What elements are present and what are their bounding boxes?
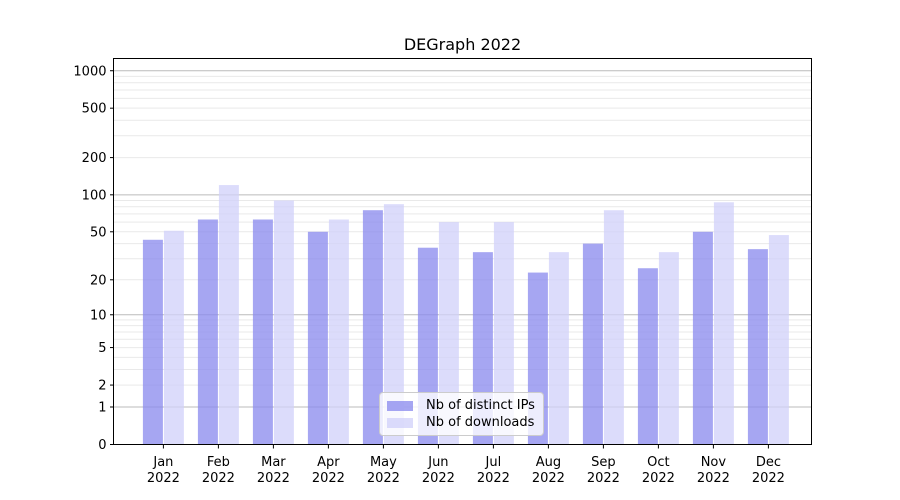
x-tick-label-month: Sep [591,455,616,470]
legend-label-distinct-ips: Nb of distinct IPs [426,398,535,413]
legend-swatch-downloads [387,417,413,428]
chart-title: DEGraph 2022 [403,35,522,54]
x-tick-label-year: 2022 [532,471,565,486]
bar-downloads-may [383,204,404,445]
x-tick-label-month: Aug [536,455,561,470]
bar-downloads-jun [438,222,459,445]
x-tick-label-year: 2022 [642,471,675,486]
y-tick-label: 50 [90,225,107,240]
x-tick-label-month: Dec [756,455,781,470]
x-tick-label-month: Jan [152,455,173,470]
x-tick-label-month: Mar [261,455,286,470]
y-tick-label: 200 [82,151,107,166]
bar-downloads-mar [273,200,294,445]
bar-downloads-sep [603,210,624,445]
bar-distinct-ips-may [362,210,383,445]
bar-distinct-ips-oct [637,268,658,445]
x-tick-label-month: Jul [485,455,502,470]
y-tick-label: 1000 [73,64,106,79]
bar-downloads-dec [768,235,789,445]
x-tick-label-month: Jun [427,455,448,470]
y-tick-label: 500 [82,102,107,117]
y-tick-label: 1 [98,401,106,416]
bar-distinct-ips-sep [582,243,603,445]
bar-distinct-ips-apr [307,231,328,445]
x-tick-label-year: 2022 [367,471,400,486]
y-tick-label: 2 [98,379,106,394]
x-tick-label-month: Apr [317,455,340,470]
bar-distinct-ips-jan [142,239,163,445]
bar-distinct-ips-mar [252,219,273,445]
x-tick-label-year: 2022 [587,471,620,486]
legend-item-distinct-ips: Nb of distinct IPs [387,397,535,414]
bar-downloads-jul [493,222,514,445]
x-tick-label-year: 2022 [147,471,180,486]
bar-downloads-oct [658,252,679,445]
bar-downloads-aug [548,252,569,445]
legend-item-downloads: Nb of downloads [387,414,535,431]
bar-downloads-jan [163,230,184,445]
x-tick-label-month: Oct [647,455,669,470]
x-tick-label-year: 2022 [422,471,455,486]
legend: Nb of distinct IPs Nb of downloads [379,392,544,436]
y-tick-label: 20 [90,273,107,288]
x-tick-label-year: 2022 [312,471,345,486]
y-tick-label: 10 [90,308,107,323]
x-tick-label-month: Nov [701,455,727,470]
bar-downloads-feb [218,185,239,445]
x-tick-label-month: Feb [207,455,230,470]
x-tick-label-year: 2022 [752,471,785,486]
x-tick-label-month: May [370,455,397,470]
bar-downloads-apr [328,219,349,445]
bar-distinct-ips-feb [197,219,218,445]
legend-label-downloads: Nb of downloads [426,415,535,430]
x-tick-label-year: 2022 [257,471,290,486]
plot-border [113,58,812,445]
y-tick-label: 0 [98,438,106,453]
x-tick-label-year: 2022 [477,471,510,486]
bar-distinct-ips-nov [692,231,713,445]
bar-distinct-ips-dec [747,249,768,445]
y-tick-label: 5 [98,341,106,356]
x-tick-label-year: 2022 [202,471,235,486]
y-tick-label: 100 [82,188,107,203]
x-tick-label-year: 2022 [697,471,730,486]
legend-swatch-distinct-ips [387,400,413,411]
bar-downloads-nov [713,202,734,445]
